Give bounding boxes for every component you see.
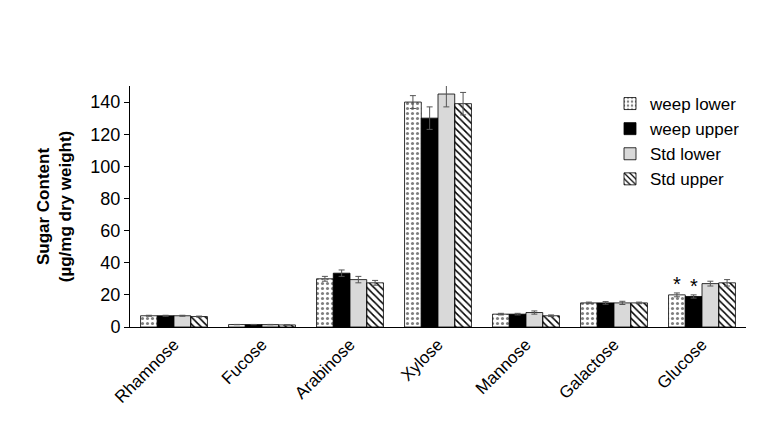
svg-text:140: 140 (90, 92, 120, 112)
svg-text:120: 120 (90, 125, 120, 145)
svg-text:40: 40 (100, 253, 120, 273)
svg-text:*: * (673, 273, 681, 295)
svg-text:weep lower: weep lower (649, 95, 736, 114)
svg-text:Rhamnose: Rhamnose (111, 335, 183, 407)
svg-text:Galactose: Galactose (555, 335, 623, 403)
svg-text:Sugar Content(µg/mg dry weight: Sugar Content(µg/mg dry weight) (34, 131, 75, 282)
svg-text:Std upper: Std upper (650, 170, 724, 189)
svg-text:60: 60 (100, 221, 120, 241)
svg-text:100: 100 (90, 157, 120, 177)
svg-text:20: 20 (100, 285, 120, 305)
svg-text:Glucose: Glucose (653, 335, 711, 393)
svg-text:weep upper: weep upper (649, 120, 739, 139)
svg-text:Xylose: Xylose (397, 335, 447, 385)
svg-text:Mannose: Mannose (472, 335, 535, 398)
svg-text:Arabinose: Arabinose (291, 335, 359, 403)
svg-text:*: * (690, 275, 698, 297)
svg-text:Std lower: Std lower (650, 145, 721, 164)
svg-text:0: 0 (110, 317, 120, 337)
svg-text:Fucose: Fucose (218, 335, 271, 388)
svg-text:80: 80 (100, 189, 120, 209)
